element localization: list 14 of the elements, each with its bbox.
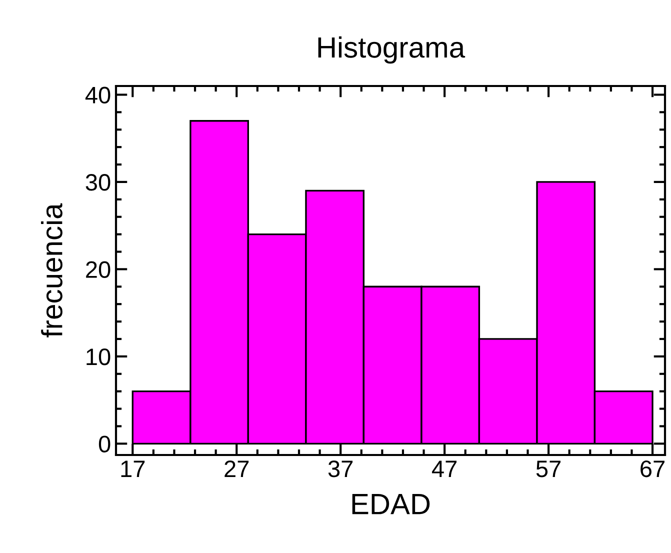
x-tick-label: 27 — [224, 460, 249, 477]
y-tick-label: 30 — [86, 174, 110, 191]
chart-title: Histograma — [318, 36, 466, 64]
x-tick-label: 67 — [640, 460, 664, 478]
y-axis-title: frecuencia — [41, 203, 62, 338]
y-tick-label: 20 — [86, 261, 110, 278]
y-tick-label: 40 — [85, 86, 110, 104]
x-axis-title: EDAD — [352, 494, 430, 514]
y-tick-label: 0 — [98, 436, 110, 452]
x-tick-label: 17 — [121, 460, 145, 477]
x-tick-label: 47 — [432, 460, 457, 477]
x-tick-label: 57 — [536, 460, 560, 478]
y-tick-label: 10 — [86, 348, 110, 366]
x-tick-label: 37 — [328, 460, 353, 478]
